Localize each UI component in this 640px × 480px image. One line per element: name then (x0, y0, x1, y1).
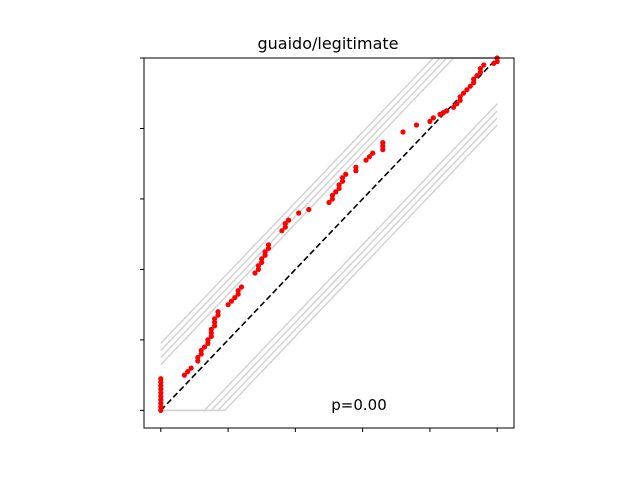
scatter-point-10 (181, 372, 187, 378)
scatter-point-60 (363, 157, 369, 163)
scatter-point-79 (467, 83, 473, 89)
scatter-point-38 (259, 256, 265, 262)
plot-area (158, 55, 500, 413)
scatter-point-51 (329, 192, 335, 198)
scatter-point-46 (286, 217, 292, 223)
scatter-point-59 (353, 164, 359, 170)
scatter-point-14 (195, 354, 201, 361)
scatter-point-40 (262, 249, 268, 255)
scatter-point-42 (265, 242, 272, 248)
scatter-point-9 (158, 376, 164, 382)
plot-frame (143, 57, 515, 429)
scatter-point-36 (255, 263, 261, 269)
scatter-point-47 (296, 210, 302, 216)
scatter-point-34 (252, 270, 258, 276)
scatter-point-61 (366, 154, 372, 160)
scatter-point-77 (460, 90, 467, 96)
scatter-point-58 (353, 168, 359, 174)
scatter-point-32 (235, 288, 241, 294)
x-axis-ticks (160, 428, 498, 432)
scatter-point-30 (232, 295, 238, 301)
scatter-point-72 (444, 108, 450, 114)
band-line-7 (160, 124, 498, 412)
scatter-point-49 (326, 199, 332, 206)
scatter-point-21 (208, 330, 214, 336)
scatter-point-66 (400, 129, 406, 135)
scatter-point-12 (188, 365, 194, 371)
scatter-point-84 (477, 66, 483, 72)
scatter-point-69 (430, 115, 436, 121)
scatter-point-19 (205, 337, 211, 343)
scatter-point-57 (343, 171, 349, 177)
scatter-point-65 (380, 140, 386, 146)
scatter-point-81 (471, 76, 477, 82)
scatter-point-43 (279, 228, 285, 234)
scatter-point-33 (238, 284, 245, 290)
scatter-point-85 (481, 62, 487, 68)
scatter-point-67 (413, 122, 420, 128)
scatter-point-54 (336, 182, 342, 188)
scatter-point-28 (225, 302, 231, 308)
scatter-point-17 (201, 344, 208, 350)
chart-title: guaido/legitimate (258, 34, 399, 53)
y-axis-ticks (140, 57, 144, 411)
scatter-point-48 (306, 206, 312, 213)
scatter-point-62 (370, 150, 376, 156)
scatter-point-78 (464, 87, 470, 93)
p-value-annotation: p=0.00 (331, 396, 387, 414)
scatter-point-1 (158, 404, 164, 410)
scatter-point-68 (427, 118, 433, 124)
scatter-point-50 (329, 196, 335, 202)
scatter-point-45 (282, 221, 288, 227)
scatter-point-25 (212, 316, 218, 322)
scatter-point-27 (215, 309, 221, 315)
scatter-points (158, 55, 500, 413)
scatter-point-56 (339, 175, 346, 181)
scatter-point-52 (333, 189, 339, 195)
scatter-point-82 (474, 73, 480, 79)
scatter-point-11 (185, 369, 191, 375)
scatter-point-74 (454, 101, 460, 107)
scatter-point-22 (208, 326, 214, 332)
scatter-point-5 (158, 390, 164, 396)
scatter-point-29 (228, 298, 235, 304)
scatter-point-76 (457, 94, 463, 100)
scatter-point-80 (471, 80, 477, 86)
scatter-point-16 (198, 347, 204, 354)
scatter-point-73 (450, 104, 457, 110)
